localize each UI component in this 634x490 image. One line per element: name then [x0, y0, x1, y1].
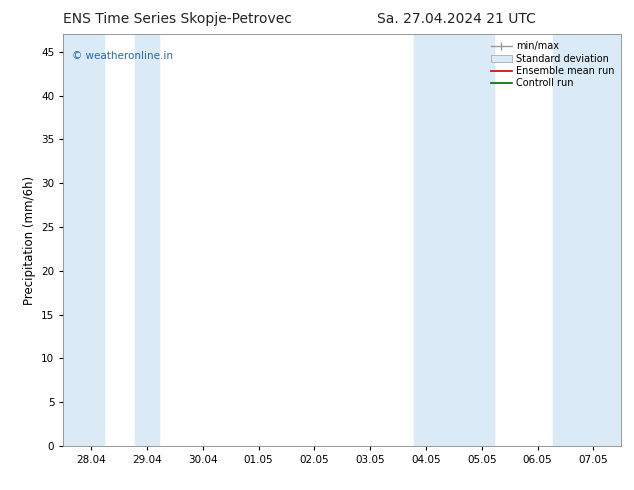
Text: Sa. 27.04.2024 21 UTC: Sa. 27.04.2024 21 UTC [377, 12, 536, 26]
Legend: min/max, Standard deviation, Ensemble mean run, Controll run: min/max, Standard deviation, Ensemble me… [489, 39, 616, 90]
Y-axis label: Precipitation (mm/6h): Precipitation (mm/6h) [23, 175, 36, 305]
Bar [63, 34, 103, 446]
Text: © weatheronline.in: © weatheronline.in [72, 51, 173, 61]
Bar [135, 34, 159, 446]
Bar [414, 34, 494, 446]
Bar [553, 34, 621, 446]
Text: ENS Time Series Skopje-Petrovec: ENS Time Series Skopje-Petrovec [63, 12, 292, 26]
